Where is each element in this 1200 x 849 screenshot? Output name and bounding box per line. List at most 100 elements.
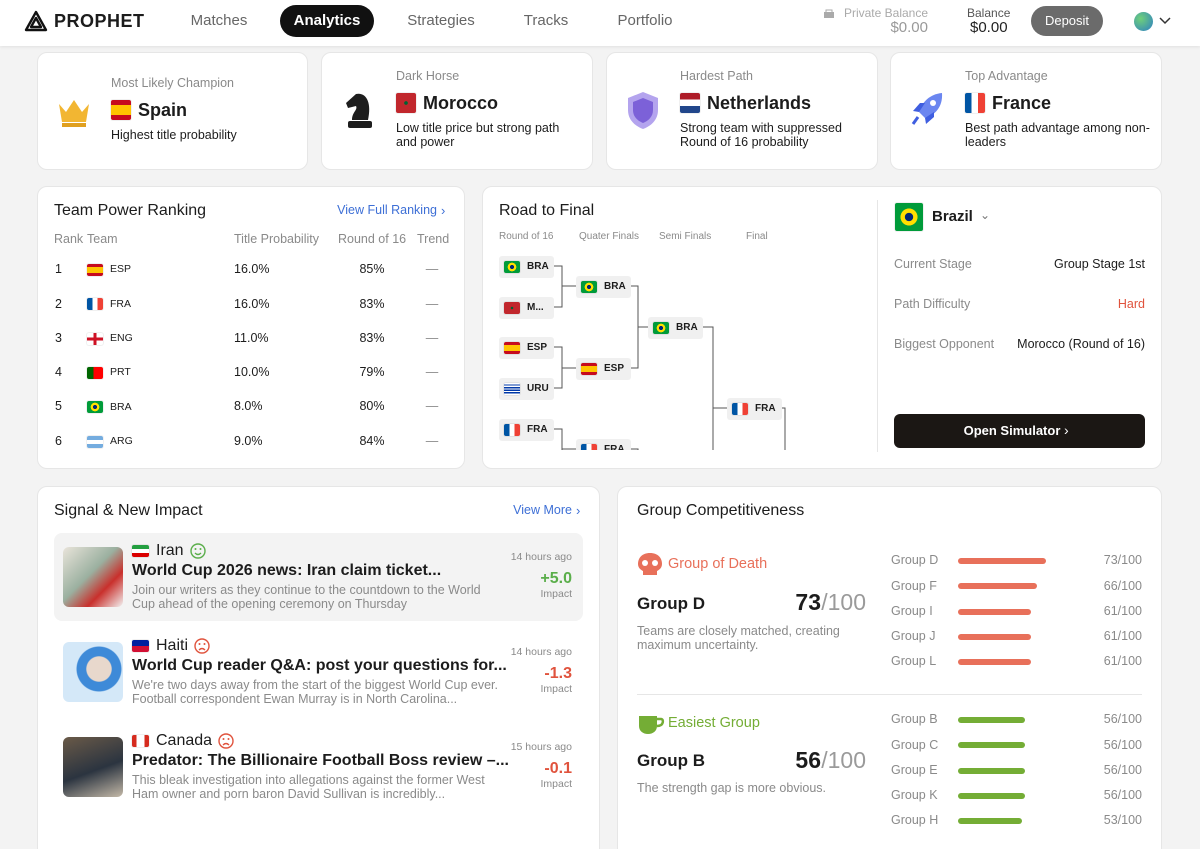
group-description: Teams are closely matched, creating maxi…	[637, 624, 840, 652]
news-headline[interactable]: World Cup reader Q&A: post your question…	[132, 657, 507, 675]
round-of-16: 85%	[359, 262, 385, 277]
column-header: Trend	[417, 232, 450, 247]
group-name: Group D	[637, 594, 705, 614]
nav-tab[interactable]: Portfolio	[617, 11, 673, 29]
card-title: Signal & New Impact	[54, 502, 203, 520]
group-description: The strength gap is more obvious.	[637, 781, 826, 795]
simulator-button[interactable]	[894, 414, 1145, 448]
bar-value-label: 61/100	[1103, 629, 1142, 644]
highlight-team: Spain	[138, 99, 188, 120]
bar	[958, 558, 1046, 564]
news-thumbnail[interactable]	[63, 547, 123, 607]
view-link[interactable]: View Full Ranking	[337, 203, 437, 218]
highlight-team: Netherlands	[707, 92, 812, 113]
news-time: 14 hours ago	[510, 551, 572, 564]
button-label[interactable]: Open Simulator	[963, 422, 1061, 438]
rank: 6	[55, 433, 62, 448]
title-probability: 10.0%	[234, 365, 270, 380]
flag	[87, 298, 103, 311]
title-probability: 8.0%	[234, 399, 263, 414]
flag	[87, 401, 103, 414]
flag	[504, 342, 520, 354]
detail-value: Hard	[1117, 297, 1145, 312]
flag	[87, 264, 103, 276]
card-title: Team Power Ranking	[54, 202, 207, 220]
bracket-team: ESP	[527, 341, 548, 353]
avatar[interactable]	[1134, 12, 1153, 31]
column-header: Team	[87, 232, 118, 247]
sentiment-icon	[218, 733, 234, 749]
bar-category: Group I	[891, 603, 933, 618]
news-impact: +5.0	[540, 570, 572, 588]
flag	[732, 403, 748, 415]
rank: 2	[55, 296, 62, 311]
highlight-label: Top Advantage	[965, 69, 1048, 84]
news-thumbnail[interactable]	[63, 737, 123, 797]
trend: —	[425, 296, 439, 311]
group-score: 73	[795, 588, 821, 615]
highlight-team: Morocco	[423, 92, 499, 113]
impact-label: Impact	[540, 588, 572, 601]
detail-label: Path Difficulty	[894, 297, 971, 312]
highlight-description: Strong team with suppressed Round of 16 …	[680, 121, 842, 149]
balance-label: Private Balance	[843, 5, 928, 20]
flag	[895, 203, 923, 231]
highlight-description: Best path advantage among non-leaders	[965, 121, 1150, 149]
bar	[958, 583, 1038, 590]
nav-tab[interactable]: Tracks	[523, 11, 569, 29]
section-tag: Easiest Group	[668, 715, 760, 731]
deposit-pill[interactable]	[1031, 6, 1103, 36]
lock-icon	[824, 9, 834, 18]
news-team: Canada	[156, 732, 213, 750]
team-code: PRT	[110, 366, 131, 379]
header	[0, 0, 1200, 46]
crown-icon	[59, 100, 89, 127]
trend: —	[425, 433, 439, 448]
bar-value-label: 61/100	[1103, 654, 1142, 669]
team-code: ARG	[110, 434, 133, 447]
nav-tab[interactable]: Analytics	[293, 11, 361, 29]
bar-value-label: 56/100	[1103, 737, 1142, 752]
active-tab-pill	[280, 5, 374, 37]
bracket-team: BRA	[527, 260, 549, 272]
round-of-16: 79%	[359, 365, 385, 380]
bar	[958, 659, 1032, 666]
column-header: Rank	[54, 232, 84, 247]
flag	[653, 322, 669, 334]
bracket-team: FRA	[755, 402, 776, 414]
deposit-label[interactable]: Deposit	[1044, 12, 1090, 28]
bar-category: Group K	[891, 788, 938, 803]
flag	[111, 100, 131, 120]
flag	[581, 363, 597, 375]
trend: —	[425, 262, 439, 277]
bar-value-label: 61/100	[1103, 603, 1142, 618]
bracket-team: FRA	[527, 423, 548, 435]
news-thumbnail[interactable]	[63, 642, 123, 702]
team-code: ENG	[110, 332, 133, 345]
bar-value-label: 53/100	[1103, 813, 1142, 828]
news-headline[interactable]: Predator: The Billionaire Football Boss …	[132, 752, 509, 770]
news-body: This bleak investigation into allegation…	[132, 773, 485, 801]
nav-tab[interactable]: Matches	[190, 11, 248, 29]
nav-tab[interactable]: Strategies	[407, 11, 475, 29]
section-tag: Group of Death	[668, 556, 768, 572]
flag	[396, 93, 416, 113]
bar	[958, 608, 1032, 615]
bar-category: Group D	[891, 553, 939, 568]
highlight-card	[37, 52, 308, 170]
view-link[interactable]: View More	[513, 503, 572, 518]
news-headline[interactable]: World Cup 2026 news: Iran claim ticket..…	[132, 562, 442, 580]
link-chevron: ›	[576, 503, 581, 518]
balance-label: Balance	[967, 5, 1011, 20]
group-scale: /100	[821, 588, 866, 615]
knight-icon	[346, 93, 372, 128]
card-title: Road to Final	[499, 202, 595, 220]
selected-team[interactable]: Brazil	[932, 207, 973, 225]
stage-label: Final	[746, 230, 768, 242]
skull-icon	[638, 553, 662, 575]
flag	[504, 424, 520, 436]
bracket-slot[interactable]	[576, 439, 631, 450]
chevron	[1159, 17, 1171, 25]
news-body: Join our writers as they continue to the…	[132, 583, 481, 611]
bracket-team: BRA	[676, 321, 698, 333]
